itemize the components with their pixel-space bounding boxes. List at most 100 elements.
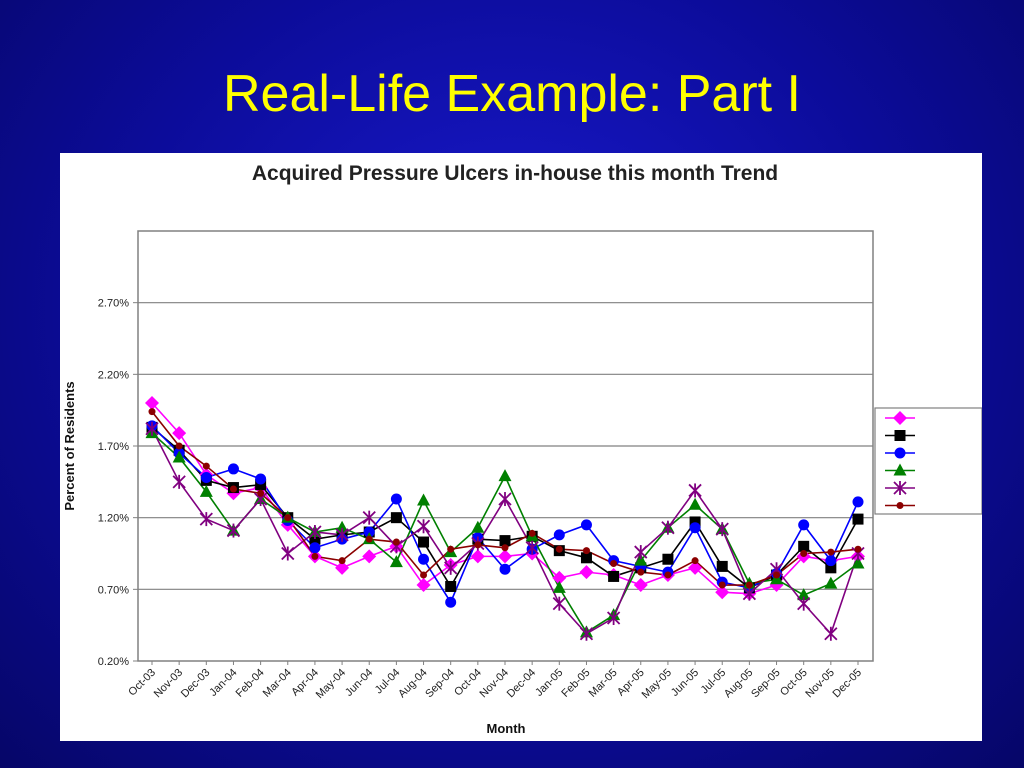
star-marker — [661, 520, 675, 535]
x-tick-label: Sep-05 — [749, 667, 783, 701]
star-marker — [579, 626, 594, 641]
square-marker — [445, 580, 457, 592]
dot-marker — [555, 545, 563, 553]
dot-marker — [229, 485, 237, 493]
circle-marker — [825, 555, 837, 567]
square-marker — [662, 553, 674, 565]
x-tick-label: Dec-05 — [831, 667, 865, 701]
square-marker — [309, 533, 321, 545]
dot-marker — [257, 489, 265, 497]
x-tick-label: Nov-05 — [803, 667, 837, 701]
x-tick-label: Aug-04 — [396, 667, 430, 701]
x-tick-label: Nov-04 — [478, 667, 512, 701]
star-marker — [335, 527, 349, 542]
diamond-marker — [688, 560, 703, 575]
star-marker — [172, 474, 186, 489]
y-tick-label: 2.70% — [98, 298, 129, 310]
x-tick-label: Jun-05 — [669, 667, 701, 699]
star-marker — [742, 586, 757, 601]
circle-marker — [309, 542, 321, 554]
dot-marker — [637, 568, 645, 576]
circle-marker — [227, 463, 239, 475]
diamond-marker — [633, 578, 648, 593]
circle-marker — [894, 447, 906, 459]
x-tick-label: Jan-05 — [533, 667, 565, 699]
circle-marker — [580, 519, 592, 531]
y-axis-ticks: 0.20% 0.70% 1.20% 1.70% 2.20% 2.70% — [98, 298, 138, 668]
dot-marker — [610, 560, 618, 568]
x-axis-ticks: Oct-03Nov-03Dec-03Jan-04Feb-04Mar-04Apr-… — [126, 661, 864, 701]
dot-marker — [773, 571, 781, 579]
star-marker — [362, 510, 376, 525]
dot-marker — [582, 547, 590, 555]
x-tick-label: Jun-04 — [343, 667, 375, 699]
star-marker — [145, 421, 159, 436]
square-marker — [580, 552, 592, 564]
triangle-marker — [634, 553, 648, 566]
dot-marker — [365, 535, 373, 543]
x-axis-label: Month — [487, 721, 526, 736]
triangle-marker — [851, 556, 865, 569]
dot-marker — [827, 548, 835, 556]
dot-marker — [501, 544, 509, 552]
circle-marker — [255, 473, 267, 485]
star-marker — [498, 492, 512, 507]
triangle-marker — [893, 463, 907, 476]
x-tick-label: May-04 — [314, 667, 348, 701]
dot-marker — [447, 545, 455, 553]
x-tick-label: Aug-05 — [722, 667, 756, 701]
circle-marker — [499, 563, 511, 575]
square-marker — [390, 512, 402, 524]
star-marker — [552, 596, 566, 611]
y-tick-label: 2.20% — [98, 369, 129, 381]
square-marker — [798, 540, 810, 552]
chart-panel: Acquired Pressure Ulcers in-house this m… — [60, 153, 982, 741]
square-marker — [499, 535, 511, 547]
star-marker — [308, 525, 322, 539]
chart-title: Acquired Pressure Ulcers in-house this m… — [252, 162, 778, 185]
star-marker — [199, 512, 213, 527]
circle-marker — [445, 596, 457, 608]
triangle-marker — [199, 484, 213, 497]
dot-marker — [664, 571, 672, 579]
dot-marker — [691, 557, 699, 565]
y-tick-label: 0.20% — [98, 656, 129, 668]
square-marker — [255, 479, 267, 491]
square-marker — [852, 513, 864, 525]
dot-marker — [202, 462, 210, 470]
star-marker — [525, 540, 539, 555]
star-marker — [893, 481, 907, 495]
triangle-marker — [498, 469, 512, 482]
dot-marker — [896, 502, 904, 509]
circle-marker — [390, 493, 402, 505]
square-marker — [418, 536, 430, 548]
star-marker — [634, 545, 648, 560]
x-tick-label: Feb-05 — [559, 667, 592, 700]
dot-marker — [800, 550, 808, 557]
triangle-marker — [172, 450, 186, 463]
dot-marker — [148, 408, 156, 416]
line-chart: Acquired Pressure Ulcers in-house this m… — [62, 162, 982, 736]
x-tick-label: Mar-05 — [587, 667, 620, 700]
dot-marker — [745, 581, 753, 589]
square-marker — [689, 516, 701, 528]
square-marker — [716, 560, 728, 572]
circle-marker — [363, 526, 375, 538]
star-marker — [281, 546, 295, 561]
slide-title: Real-Life Example: Part I — [222, 65, 802, 123]
diamond-marker — [362, 549, 377, 564]
circle-marker — [200, 472, 212, 484]
square-marker — [894, 430, 906, 441]
dot-marker — [311, 552, 319, 560]
diamond-marker — [893, 411, 907, 425]
star-marker — [416, 519, 431, 534]
dot-marker — [718, 581, 726, 589]
dot-marker — [175, 442, 183, 450]
legend-box — [874, 407, 982, 515]
circle-marker — [798, 519, 810, 531]
x-tick-label: Dec-04 — [505, 667, 539, 701]
star-marker — [715, 522, 729, 537]
x-tick-label: Sep-04 — [423, 667, 457, 701]
square-marker — [825, 562, 837, 574]
star-marker — [444, 560, 458, 575]
